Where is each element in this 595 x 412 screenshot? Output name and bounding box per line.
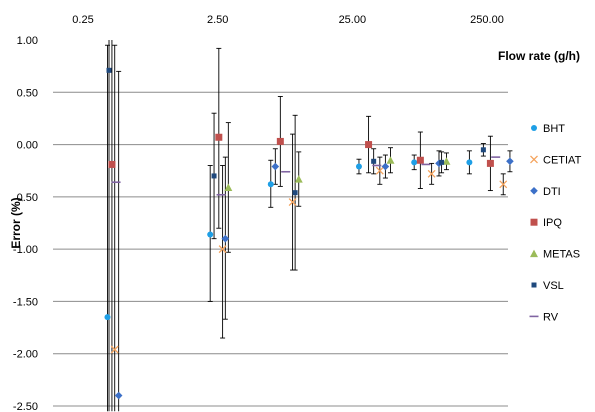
legend-label-dti: DTI (543, 186, 561, 198)
error-bar-dti-0 (116, 70, 122, 412)
point-bht-5 (466, 159, 473, 166)
point-bht-3 (355, 163, 362, 170)
legend-marker-metas (530, 249, 538, 258)
x-tick-label-3: 250.00 (470, 14, 504, 26)
legend-label-bht: BHT (543, 123, 565, 135)
point-bht-4 (411, 159, 418, 166)
y-tick-label-4: -1.00 (13, 244, 38, 256)
point-ipq-0 (108, 160, 116, 168)
x-tick-label-1: 2.50 (207, 14, 228, 26)
point-cetiat-5 (499, 180, 508, 189)
legend-label-metas: METAS (543, 249, 580, 261)
point-dti-5 (506, 157, 514, 166)
legend-marker-bht (531, 125, 537, 131)
point-vsl-2 (292, 190, 298, 196)
y-tick-label-3: 0.50 (17, 192, 38, 204)
legend-marker-cetiat (530, 155, 538, 164)
point-cetiat-4 (427, 169, 436, 178)
point-dti-0 (114, 391, 123, 400)
point-ipq-2 (276, 137, 284, 145)
x-tick-labels: 0.25 2.50 25.00 250.00 (72, 14, 504, 26)
legend-label-vsl: VSL (543, 280, 564, 292)
point-vsl-1 (211, 173, 217, 179)
y-tick-label-7: -2.50 (13, 401, 38, 412)
y-tick-labels: 1.00 0.50 0.00 0.50 -1.00 -1.50 -2.00 -2.50 (13, 35, 38, 412)
x-tick-label-0: 0.25 (72, 14, 93, 26)
point-bht-2 (267, 181, 274, 188)
point-dti-4 (435, 159, 443, 168)
point-ipq-3 (365, 141, 373, 149)
y-axis-title: Error (%) (9, 197, 23, 248)
data-points (104, 67, 514, 400)
x-tick-label-2: 25.00 (339, 14, 367, 26)
legend-label-ipq: IPQ (543, 217, 562, 229)
point-cetiat-3 (375, 166, 384, 175)
legend: BHT CETIAT DTI IPQ METAS VSL RV (529, 123, 582, 323)
point-vsl-5 (480, 147, 486, 153)
y-tick-label-6: -2.00 (13, 349, 38, 361)
point-dti-3 (381, 162, 390, 171)
point-dti-1 (221, 234, 230, 243)
point-metas-2 (386, 156, 395, 164)
point-metas-3 (442, 157, 451, 165)
point-ipq-1 (215, 133, 223, 141)
point-cetiat-0 (110, 345, 119, 354)
legend-marker-vsl (531, 282, 537, 288)
gridlines (53, 91, 508, 407)
y-tick-label-2: 0.00 (17, 140, 38, 152)
point-ipq-4 (416, 156, 424, 164)
error-bar-cetiat-0 (112, 44, 118, 412)
x-axis-title: Flow rate (g/h) (498, 49, 580, 63)
legend-label-rv: RV (543, 311, 559, 323)
point-vsl-0 (106, 67, 112, 73)
point-metas-0 (224, 183, 233, 191)
y-tick-label-5: -1.50 (13, 296, 38, 308)
legend-marker-ipq (530, 218, 538, 226)
point-metas-1 (294, 175, 303, 183)
point-cetiat-2 (288, 198, 297, 207)
point-bht-1 (207, 231, 214, 238)
legend-label-cetiat: CETIAT (543, 154, 582, 166)
error-bars (104, 40, 513, 412)
point-ipq-5 (486, 159, 494, 167)
point-vsl-3 (371, 158, 377, 164)
y-tick-label-1: 0.50 (17, 87, 38, 99)
point-vsl-4 (439, 159, 445, 165)
point-cetiat-1 (218, 245, 227, 254)
legend-marker-dti (530, 187, 538, 195)
y-tick-label-0: 1.00 (17, 35, 38, 47)
point-dti-2 (271, 162, 280, 171)
point-bht-0 (104, 314, 111, 321)
